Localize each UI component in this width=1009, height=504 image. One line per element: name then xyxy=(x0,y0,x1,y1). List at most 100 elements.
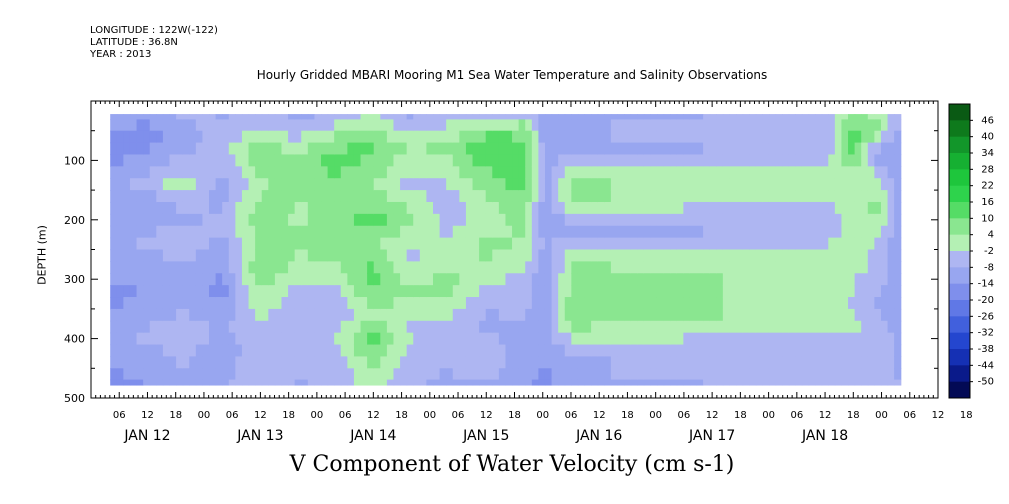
heatmap-cell xyxy=(755,379,763,386)
heatmap-cell xyxy=(261,332,269,346)
heatmap-cell xyxy=(689,154,698,167)
heatmap-cell xyxy=(400,249,408,262)
heatmap-cell xyxy=(255,119,263,132)
heatmap-cell xyxy=(169,297,177,310)
heatmap-cell xyxy=(472,285,480,298)
heatmap-cell xyxy=(505,285,513,298)
heatmap-cell xyxy=(564,249,572,262)
heatmap-cell xyxy=(525,379,533,386)
heatmap-cell xyxy=(215,114,223,121)
colorbar-swatch xyxy=(949,381,970,399)
heatmap-cell xyxy=(551,379,559,386)
heatmap-cell xyxy=(281,344,289,358)
heatmap-cell xyxy=(834,225,843,239)
heatmap-cell xyxy=(637,344,645,358)
heatmap-cell xyxy=(386,213,395,227)
heatmap-cell xyxy=(340,178,348,191)
heatmap-cell xyxy=(630,130,638,144)
heatmap-cell xyxy=(736,249,744,262)
heatmap-cell xyxy=(162,249,171,262)
heatmap-cell xyxy=(202,297,210,310)
heatmap-cell xyxy=(874,379,882,386)
heatmap-cell xyxy=(518,332,526,346)
heatmap-cell xyxy=(749,249,757,262)
heatmap-cell xyxy=(610,308,619,322)
heatmap-cell xyxy=(709,261,717,274)
heatmap-cell xyxy=(683,119,691,132)
heatmap-cell xyxy=(485,379,493,386)
heatmap-cell xyxy=(848,114,856,121)
heatmap-cell xyxy=(617,356,625,369)
heatmap-cell xyxy=(577,285,586,298)
heatmap-cell xyxy=(861,154,869,167)
heatmap-cell xyxy=(531,249,540,262)
heatmap-cell xyxy=(841,297,849,310)
heatmap-cell xyxy=(703,166,711,179)
heatmap-cell xyxy=(393,178,401,191)
heatmap-cell xyxy=(182,130,190,144)
heatmap-cell xyxy=(485,356,493,369)
heatmap-cell xyxy=(288,368,296,381)
heatmap-cell xyxy=(874,249,882,262)
heatmap-cell xyxy=(413,178,421,191)
heatmap-cell xyxy=(465,379,474,386)
heatmap-cell xyxy=(288,154,296,167)
heatmap-cell xyxy=(485,308,493,322)
heatmap-cell xyxy=(485,142,493,156)
heatmap-cell xyxy=(597,130,605,144)
heatmap-cell xyxy=(400,308,408,322)
heatmap-cell xyxy=(268,249,276,262)
heatmap-cell xyxy=(459,273,467,286)
heatmap-cell xyxy=(334,308,342,322)
heatmap-cell xyxy=(334,201,342,215)
heatmap-cell xyxy=(472,130,480,144)
heatmap-cell xyxy=(874,320,882,334)
heatmap-cell xyxy=(656,332,665,346)
heatmap-cell xyxy=(485,285,493,298)
heatmap-cell xyxy=(551,368,559,381)
heatmap-cell xyxy=(241,249,250,262)
heatmap-cell xyxy=(650,332,658,346)
heatmap-cell xyxy=(505,297,513,310)
heatmap-cell xyxy=(149,213,157,227)
heatmap-cell xyxy=(472,213,480,227)
heatmap-cell xyxy=(498,154,507,167)
heatmap-cell xyxy=(604,114,612,121)
heatmap-cell xyxy=(288,273,296,286)
heatmap-cell xyxy=(485,273,493,286)
heatmap-cell xyxy=(380,273,388,286)
heatmap-cell xyxy=(393,320,401,334)
heatmap-cell xyxy=(116,344,124,358)
heatmap-cell xyxy=(314,201,322,215)
heatmap-cell xyxy=(459,154,467,167)
heatmap-cell xyxy=(228,285,236,298)
heatmap-cell xyxy=(439,379,447,386)
heatmap-cell xyxy=(162,344,171,358)
heatmap-cell xyxy=(604,249,612,262)
heatmap-cell xyxy=(182,166,190,179)
heatmap-cell xyxy=(479,297,487,310)
heatmap-cell xyxy=(353,261,362,274)
heatmap-cell xyxy=(419,201,428,215)
heatmap-cell xyxy=(610,119,619,132)
heatmap-cell xyxy=(274,297,283,310)
heatmap-cell xyxy=(472,190,480,203)
heatmap-cell xyxy=(307,273,316,286)
heatmap-cell xyxy=(195,130,204,144)
heatmap-cell xyxy=(894,320,902,334)
heatmap-cell xyxy=(525,166,533,179)
heatmap-cell xyxy=(209,379,217,386)
heatmap-cell xyxy=(768,201,777,215)
heatmap-cell xyxy=(716,297,724,310)
heatmap-cell xyxy=(360,297,368,310)
heatmap-cell xyxy=(129,142,138,156)
heatmap-cell xyxy=(670,190,678,203)
heatmap-cell xyxy=(433,368,441,381)
heatmap-cell xyxy=(202,119,210,132)
heatmap-cell xyxy=(215,225,223,239)
heatmap-cell xyxy=(116,178,124,191)
heatmap-cell xyxy=(880,166,889,179)
heatmap-cell xyxy=(716,308,724,322)
heatmap-cell xyxy=(327,320,335,334)
heatmap-cell xyxy=(288,344,296,358)
